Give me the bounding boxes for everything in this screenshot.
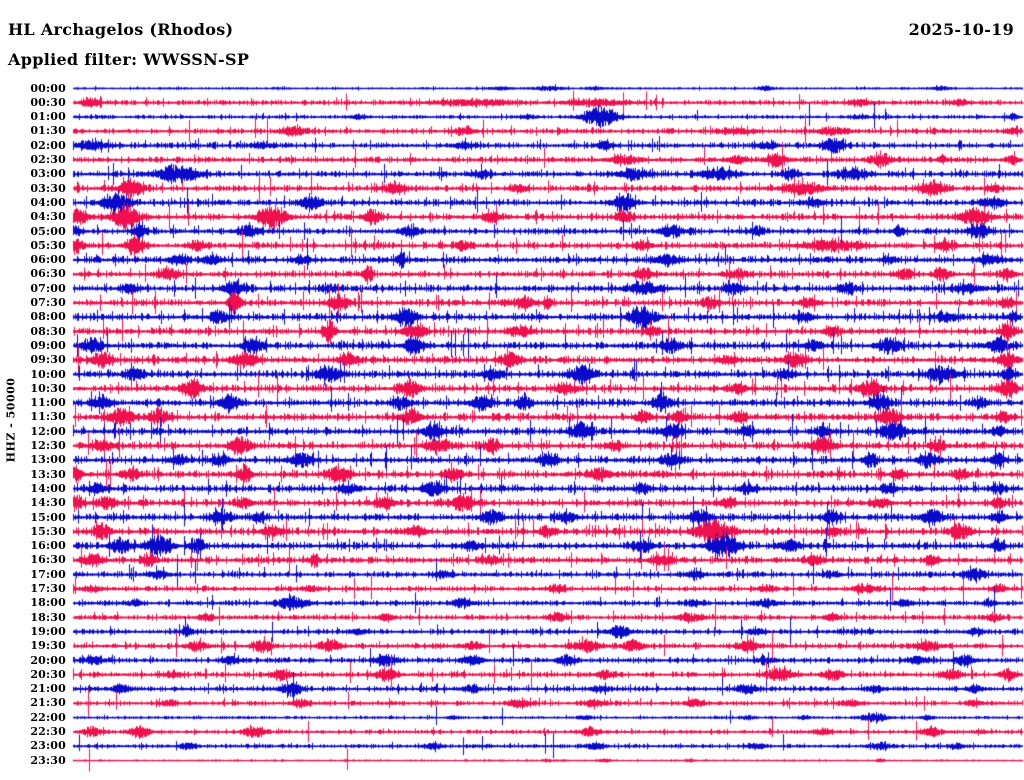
date-label: 2025-10-19 [908, 20, 1014, 39]
time-label-2200: 22:00 [30, 710, 66, 724]
time-label-0200: 02:00 [30, 138, 66, 152]
filter-label: Applied filter: WWSSN-SP [8, 50, 250, 69]
time-label-0600: 06:00 [30, 253, 66, 267]
time-label-2030: 20:30 [30, 667, 66, 681]
time-label-1600: 16:00 [30, 539, 66, 553]
time-label-1330: 13:30 [30, 467, 66, 481]
time-label-1900: 19:00 [30, 624, 66, 638]
time-label-2100: 21:00 [30, 682, 66, 696]
time-label-1800: 18:00 [30, 596, 66, 610]
time-label-0930: 09:30 [30, 353, 66, 367]
time-label-0500: 05:00 [30, 224, 66, 238]
time-label-1400: 14:00 [30, 481, 66, 495]
time-label-0530: 05:30 [30, 238, 66, 252]
station-title: HL Archagelos (Rhodos) [8, 20, 234, 39]
time-label-0800: 08:00 [30, 310, 66, 324]
time-label-0230: 02:30 [30, 153, 66, 166]
time-label-1000: 10:00 [30, 367, 66, 381]
time-label-1200: 12:00 [30, 424, 66, 438]
time-label-0300: 03:00 [30, 167, 66, 181]
time-label-1030: 10:30 [30, 381, 66, 395]
time-labels-column: 00:00 00:30 01:00 01:30 02:00 02:30 03:00 03:30… [0, 0, 66, 780]
time-label-2300: 23:00 [30, 739, 66, 753]
time-label-0030: 00:30 [30, 95, 66, 109]
time-label-1830: 18:30 [30, 610, 66, 624]
time-label-0130: 01:30 [30, 124, 66, 138]
time-label-0100: 01:00 [30, 110, 66, 124]
time-label-0630: 06:30 [30, 267, 66, 281]
time-label-1630: 16:30 [30, 553, 66, 567]
time-label-0400: 04:00 [30, 195, 66, 209]
time-label-2000: 20:00 [30, 653, 66, 667]
time-label-0730: 07:30 [30, 296, 66, 309]
time-label-1500: 15:00 [30, 510, 66, 524]
time-label-1230: 12:30 [30, 439, 66, 452]
time-label-2230: 22:30 [30, 725, 66, 738]
time-label-1300: 13:00 [30, 453, 66, 467]
time-label-1730: 17:30 [30, 582, 66, 595]
time-label-1100: 11:00 [30, 396, 66, 410]
time-label-1130: 11:30 [30, 410, 66, 424]
time-label-1930: 19:30 [30, 639, 66, 653]
time-label-1700: 17:00 [30, 567, 66, 581]
time-label-0000: 00:00 [30, 81, 66, 95]
time-label-1430: 14:30 [30, 496, 66, 510]
time-label-2130: 21:30 [30, 696, 66, 710]
time-label-0830: 08:30 [30, 324, 66, 338]
time-label-2330: 23:30 [30, 753, 66, 767]
time-label-0900: 09:00 [30, 338, 66, 352]
time-label-0700: 07:00 [30, 281, 66, 295]
time-label-0330: 03:30 [30, 181, 66, 195]
time-label-1530: 15:30 [30, 524, 66, 538]
time-label-0430: 04:30 [30, 210, 66, 224]
